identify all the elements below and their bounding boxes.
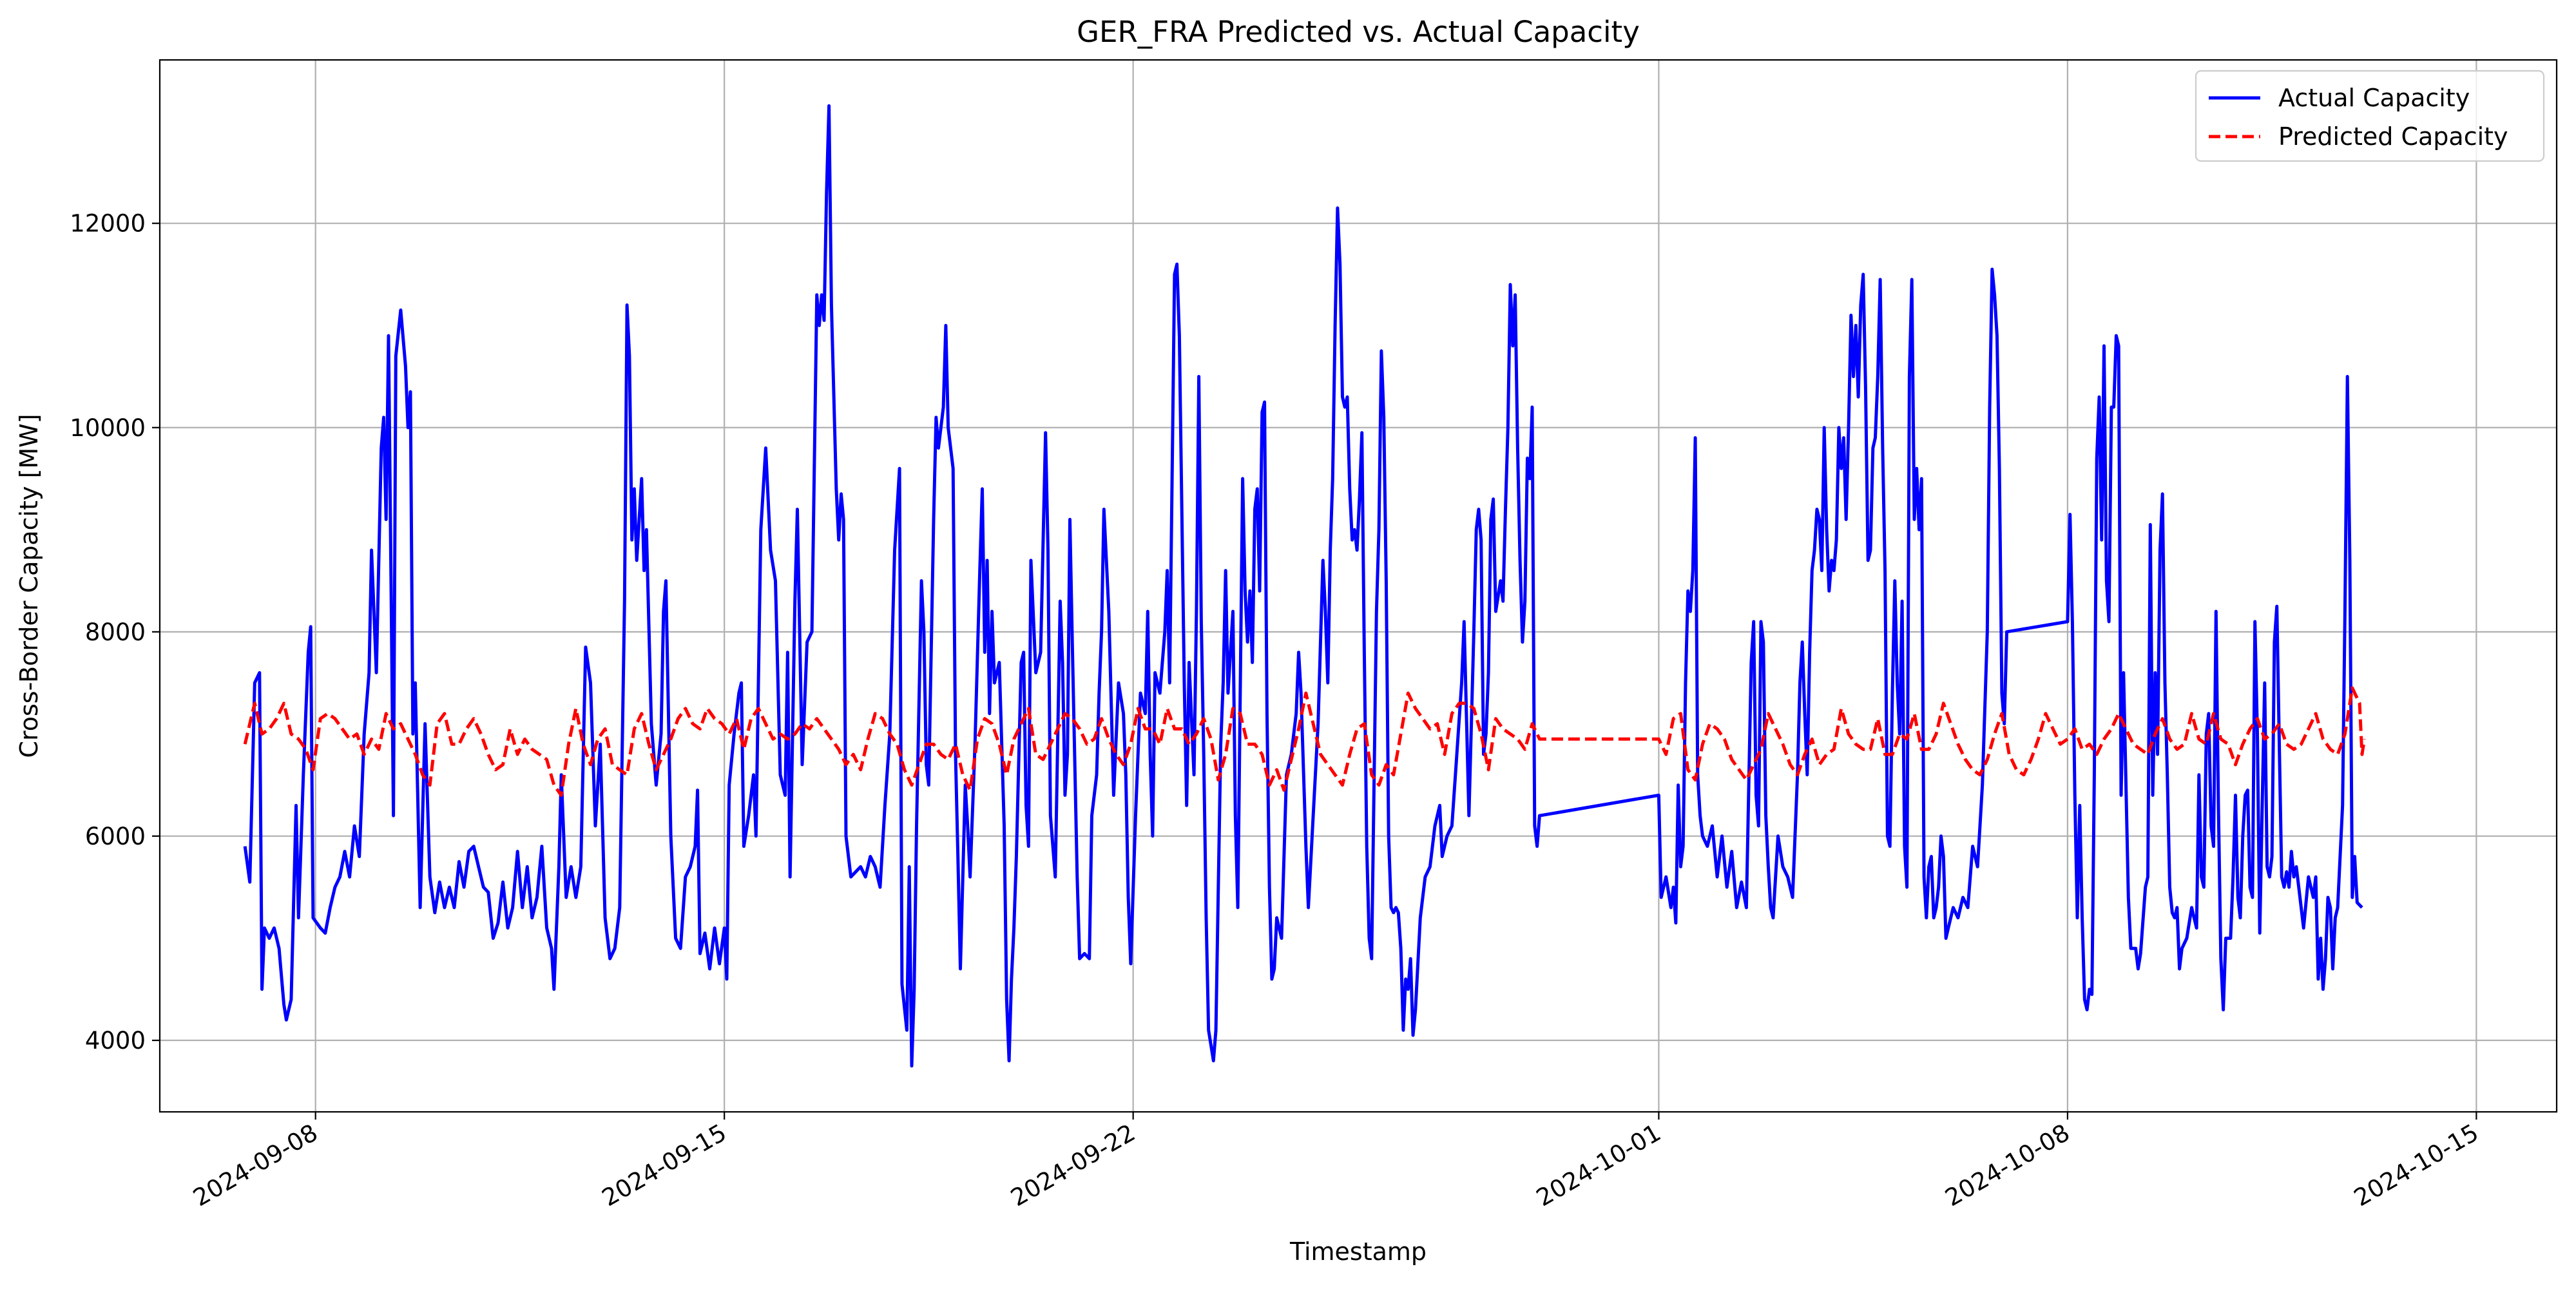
legend-label-actual: Actual Capacity <box>2278 84 2470 112</box>
y-tick-label: 8000 <box>85 618 146 646</box>
chart-title: GER_FRA Predicted vs. Actual Capacity <box>1077 15 1640 49</box>
plot-frame <box>159 59 2558 1113</box>
x-axis-label: Timestamp <box>1289 1237 1427 1266</box>
legend-label-predicted: Predicted Capacity <box>2278 122 2508 151</box>
y-axis-label: Cross-Border Capacity [MW] <box>15 414 43 758</box>
series-line-actual <box>243 104 2363 1068</box>
legend: Actual Capacity Predicted Capacity <box>2195 70 2545 162</box>
series-lines <box>243 104 2367 1068</box>
y-tick-label: 6000 <box>85 823 146 850</box>
legend-box <box>2195 70 2545 162</box>
y-tick-label: 12000 <box>70 210 146 238</box>
y-tick-label: 4000 <box>85 1027 146 1055</box>
series-line-predicted <box>243 686 2367 797</box>
y-tick-label: 10000 <box>70 414 146 442</box>
